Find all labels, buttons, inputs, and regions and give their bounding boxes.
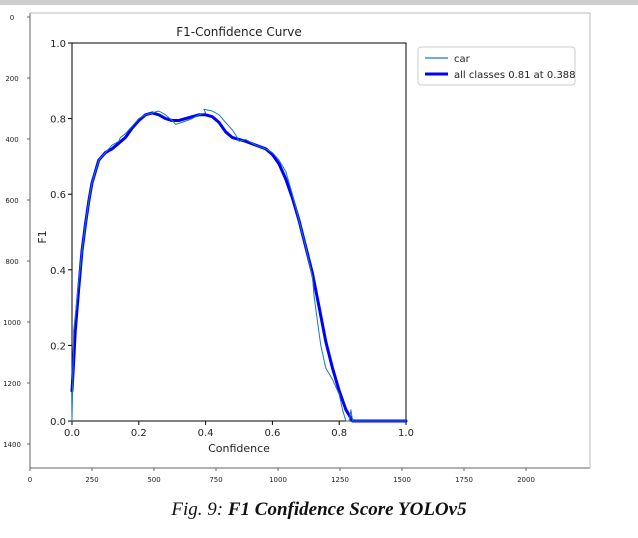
- y-tick-label: 0.6: [50, 190, 66, 201]
- outer-y-tick-label: 0: [10, 14, 14, 22]
- y-tick-label: 0.8: [50, 115, 66, 126]
- outer-x-tick-label: 1500: [393, 476, 411, 484]
- caption-title: F1 Confidence Score YOLOv5: [227, 499, 467, 520]
- x-axis-label: Confidence: [208, 442, 270, 455]
- outer-x-tick-label: 500: [147, 476, 160, 484]
- outer-y-tick-label: 1000: [3, 319, 21, 327]
- top-border-bar: [0, 0, 638, 5]
- x-tick-label: 0.4: [198, 428, 214, 439]
- figure-caption: Fig. 9: F1 Confidence Score YOLOv5: [0, 499, 638, 521]
- outer-y-tick-label: 400: [5, 136, 18, 144]
- y-tick-label: 0.2: [50, 341, 66, 352]
- x-tick-label: 0.6: [264, 428, 280, 439]
- chart-title: F1-Confidence Curve: [176, 25, 302, 39]
- outer-y-tick-label: 600: [5, 197, 18, 205]
- outer-x-tick-label: 1750: [455, 476, 473, 484]
- outer-image-frame: [29, 12, 591, 469]
- y-tick-label: 0.0: [50, 417, 66, 428]
- x-tick-label: 0.8: [331, 428, 347, 439]
- x-tick-label: 0.0: [64, 428, 80, 439]
- outer-y-tick-label: 800: [5, 258, 18, 266]
- x-tick-label: 1.0: [398, 428, 414, 439]
- outer-x-tick-label: 250: [85, 476, 98, 484]
- outer-y-tick-label: 1400: [3, 441, 21, 449]
- x-tick-label: 0.2: [131, 428, 147, 439]
- outer-y-tick-label: 1200: [3, 380, 21, 388]
- y-tick-label: 0.4: [50, 266, 66, 277]
- outer-x-tick-label: 2000: [517, 476, 535, 484]
- series-line-car: [71, 108, 407, 422]
- plot-area: [71, 42, 407, 422]
- legend-label-car: car: [454, 54, 471, 65]
- outer-x-tick-label: 1250: [331, 476, 349, 484]
- legend: car all classes 0.81 at 0.388: [417, 46, 576, 86]
- caption-prefix: Fig. 9:: [171, 499, 224, 520]
- legend-box: [417, 46, 576, 86]
- outer-y-tick-label: 200: [5, 75, 18, 83]
- y-axis-label: F1: [36, 230, 49, 243]
- outer-x-tick-label: 750: [209, 476, 222, 484]
- outer-x-tick-label: 1000: [269, 476, 287, 484]
- outer-x-tick-label: 0: [28, 476, 32, 484]
- legend-label-all-classes: all classes 0.81 at 0.388: [454, 70, 576, 81]
- y-tick-label: 1.0: [50, 39, 66, 50]
